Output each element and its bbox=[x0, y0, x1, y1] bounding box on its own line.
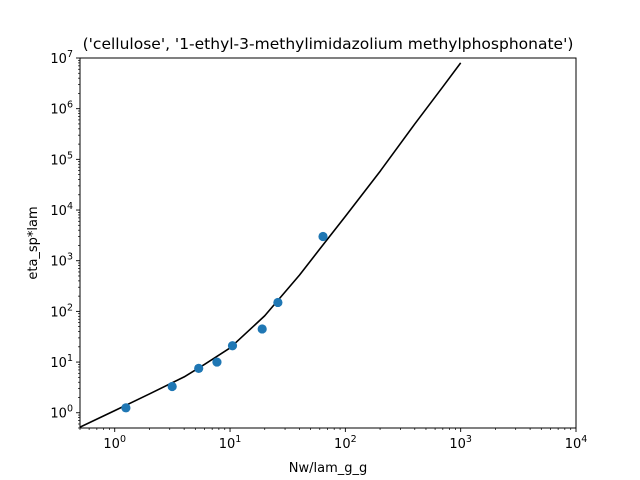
data-point bbox=[227, 341, 238, 351]
data-point bbox=[212, 357, 222, 367]
y-tick-label: 102 bbox=[50, 302, 73, 320]
data-point bbox=[194, 363, 204, 373]
x-tick-label: 101 bbox=[219, 434, 242, 452]
axes-frame bbox=[79, 57, 577, 429]
y-tick-label: 103 bbox=[50, 252, 73, 270]
x-axis-label: Nw/lam_g_g bbox=[289, 461, 367, 476]
data-point bbox=[318, 231, 328, 242]
x-tick-label: 100 bbox=[103, 434, 126, 452]
x-tick-label: 103 bbox=[449, 434, 472, 452]
fit-line bbox=[80, 62, 462, 428]
data-point bbox=[273, 297, 283, 308]
y-tick-label: 105 bbox=[50, 150, 73, 168]
y-tick-label: 101 bbox=[50, 353, 73, 371]
x-tick-label: 102 bbox=[334, 434, 357, 452]
x-tick-label: 104 bbox=[565, 434, 588, 452]
axis-ticks: 100 101 102 103 104 100 101 102 103 104 105 106 107 bbox=[50, 49, 587, 452]
y-axis-label: eta_sp*lam bbox=[26, 206, 41, 279]
y-tick-label: 100 bbox=[50, 404, 73, 422]
data-point bbox=[121, 403, 131, 413]
data-point bbox=[167, 381, 177, 392]
y-tick-label: 106 bbox=[50, 100, 73, 118]
chart-title: ('cellulose', '1-ethyl-3-methylimidazoli… bbox=[83, 35, 574, 53]
y-tick-label: 107 bbox=[50, 49, 73, 67]
y-tick-label: 104 bbox=[50, 201, 73, 219]
data-point bbox=[257, 324, 267, 334]
plot-area bbox=[80, 62, 462, 428]
